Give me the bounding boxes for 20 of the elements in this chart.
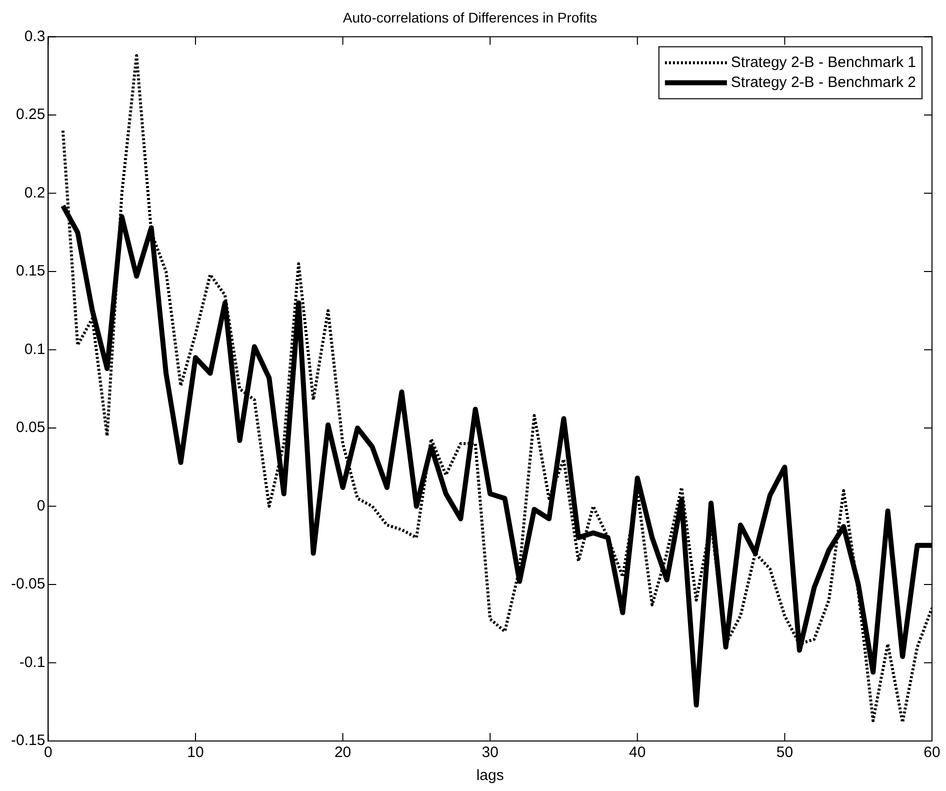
y-tick-label: 0 [36, 497, 46, 514]
x-tick-label: 10 [187, 744, 204, 762]
x-axis-title: lags [476, 767, 504, 784]
x-tick-label: 30 [482, 744, 498, 762]
y-tick-label: -0.15 [10, 732, 46, 750]
y-tick-label: 0.05 [16, 419, 46, 436]
legend-label: Strategy 2-B - Benchmark 2 [730, 74, 916, 91]
y-tick-label: 0.1 [24, 340, 46, 358]
x-tick-label: 50 [776, 744, 794, 762]
chart-title: Auto-correlations of Differences in Profits [342, 9, 598, 26]
x-tick-label: 60 [924, 744, 940, 762]
y-tick-label: 0.15 [16, 262, 46, 280]
y-tick-label: 0.25 [16, 106, 46, 124]
y-tick-label: 0.3 [24, 28, 46, 45]
x-tick-label: 20 [334, 744, 352, 762]
y-tick-label: 0.2 [24, 184, 46, 202]
legend-label: Strategy 2-B - Benchmark 1 [730, 54, 916, 71]
y-tick-label: -0.1 [19, 654, 46, 671]
y-tick-label: -0.05 [10, 576, 46, 593]
x-tick-label: 40 [629, 744, 646, 762]
